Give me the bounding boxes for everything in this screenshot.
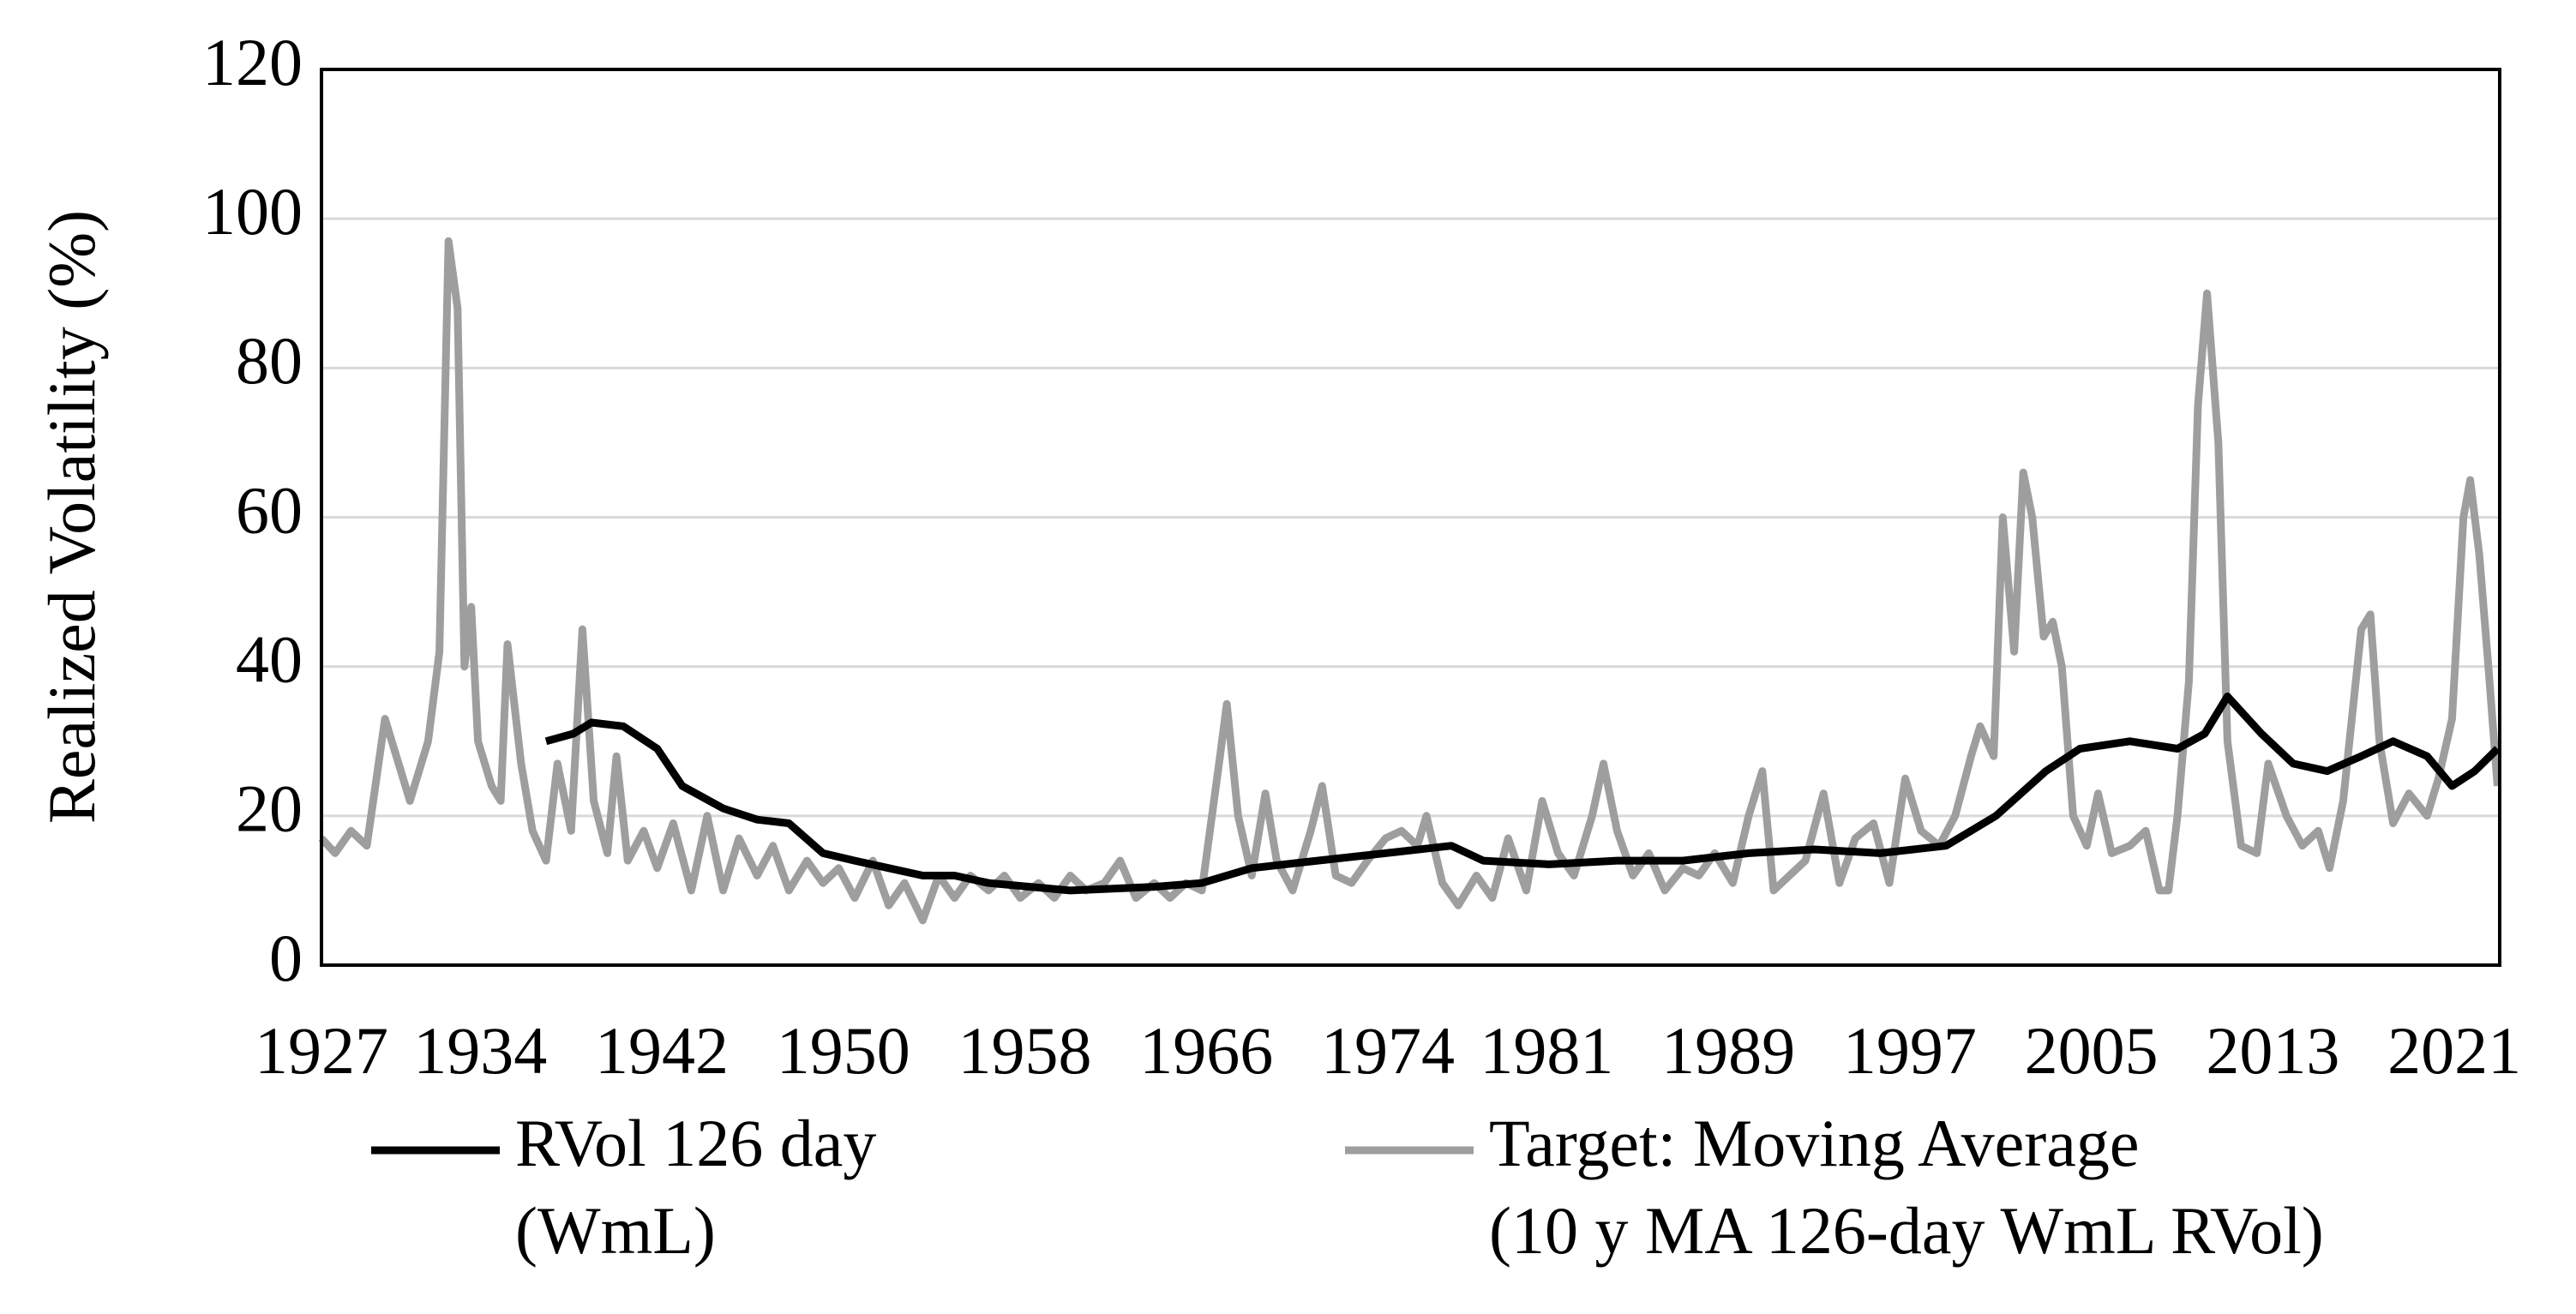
y-tick-label: 100 xyxy=(202,174,303,249)
y-tick-label: 0 xyxy=(269,921,303,995)
legend-label: RVol 126 day (WmL) xyxy=(515,1106,876,1268)
legend-label: Target: Moving Average (10 y MA 126-day W… xyxy=(1489,1106,2324,1268)
y-tick-label: 40 xyxy=(236,622,303,697)
x-tick-label: 2005 xyxy=(2025,1013,2159,1088)
x-tick-label: 1981 xyxy=(1480,1013,1613,1088)
x-tick-label: 1927 xyxy=(255,1013,388,1088)
plot-frame xyxy=(320,68,2501,967)
x-tick-label: 1997 xyxy=(1843,1013,1977,1088)
y-tick-label: 60 xyxy=(236,472,303,547)
x-tick-label: 1958 xyxy=(958,1013,1092,1088)
x-tick-label: 1966 xyxy=(1139,1013,1273,1088)
series-line xyxy=(544,693,2501,895)
x-tick-label: 2021 xyxy=(2387,1013,2521,1088)
x-tick-label: 1950 xyxy=(777,1013,910,1088)
series-line xyxy=(318,237,2501,925)
x-tick-label: 1989 xyxy=(1661,1013,1795,1088)
x-tick-label: 1974 xyxy=(1321,1013,1455,1088)
y-tick-label: 20 xyxy=(236,771,303,846)
x-tick-label: 2013 xyxy=(2206,1013,2339,1088)
y-axis-label: Realized Volatility (%) xyxy=(34,210,109,824)
x-tick-label: 1934 xyxy=(413,1013,547,1088)
y-tick-label: 80 xyxy=(236,323,303,398)
x-tick-label: 1942 xyxy=(595,1013,729,1088)
y-tick-label: 120 xyxy=(202,25,303,99)
